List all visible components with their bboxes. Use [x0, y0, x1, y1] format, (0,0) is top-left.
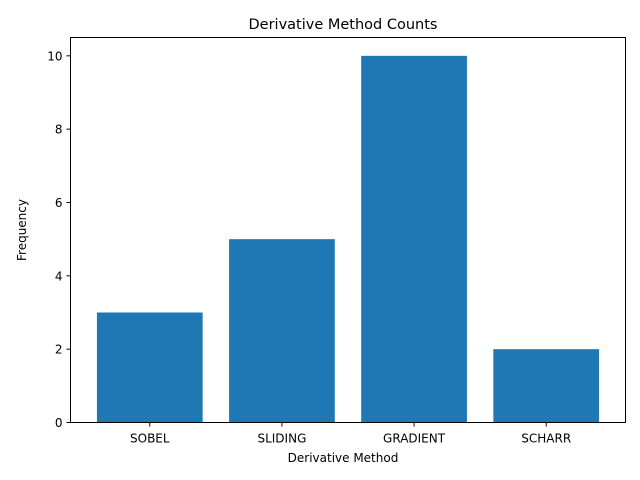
y-tick-label-4: 4 [55, 269, 63, 283]
bar-sobel [96, 312, 203, 423]
y-tick-label-2: 2 [55, 343, 63, 357]
bar-gradient [361, 55, 467, 423]
y-axis-label: Frequency [15, 199, 29, 261]
y-tick-label-6: 6 [55, 196, 63, 210]
chart-title: Derivative Method Counts [249, 17, 438, 33]
x-tick-label-sobel: SOBEL [130, 432, 170, 446]
plot-frame [70, 37, 626, 423]
x-tick-label-sliding: SLIDING [257, 432, 306, 446]
y-tick-label-10: 10 [47, 49, 62, 63]
x-tick-label-gradient: GRADIENT [383, 432, 446, 446]
y-axis: 0 2 4 6 8 10 [47, 49, 71, 430]
x-tick-label-scharr: SCHARR [521, 432, 571, 446]
bar-scharr [493, 349, 600, 423]
y-tick-label-8: 8 [55, 123, 63, 137]
x-axis: SOBEL SLIDING GRADIENT SCHARR [130, 422, 571, 446]
y-tick-label-0: 0 [55, 416, 63, 430]
x-axis-label: Derivative Method [288, 451, 399, 465]
bars-group [96, 55, 600, 423]
bar-sliding [229, 239, 335, 423]
